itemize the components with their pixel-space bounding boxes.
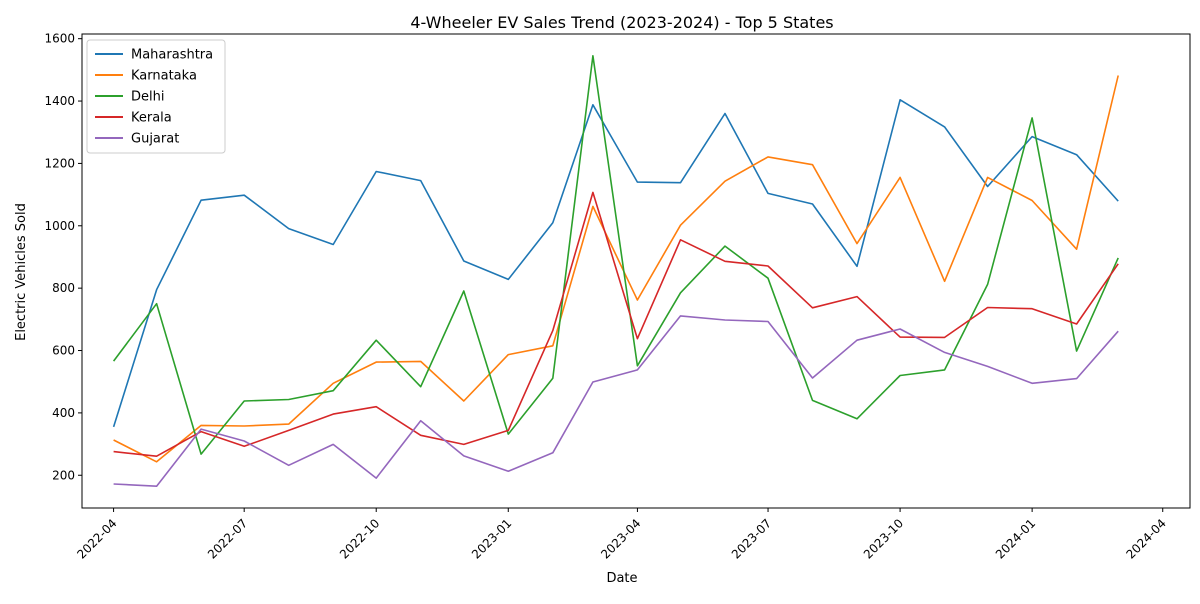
y-tick-label: 200 xyxy=(52,468,75,482)
y-tick-label: 1000 xyxy=(44,219,75,233)
x-tick-label: 2022-10 xyxy=(337,516,382,561)
x-tick-label: 2023-04 xyxy=(598,516,643,561)
legend-box xyxy=(86,39,226,154)
legend-label-maharashtra: Maharashtra xyxy=(131,48,213,63)
series-line-gujarat xyxy=(113,315,1119,488)
y-axis-label: Electric Vehicles Sold xyxy=(14,203,29,341)
legend-label-karnataka: Karnataka xyxy=(131,69,197,84)
x-tick-label: 2023-07 xyxy=(729,516,774,561)
y-tick-label: 400 xyxy=(52,406,75,420)
y-tick-label: 1200 xyxy=(44,156,75,170)
plot-frame xyxy=(81,33,1191,509)
legend-label-gujarat: Gujarat xyxy=(131,132,179,147)
series-line-karnataka xyxy=(113,75,1119,463)
y-tick-label: 800 xyxy=(52,281,75,295)
x-axis-label: Date xyxy=(606,571,637,586)
x-tick-label: 2024-01 xyxy=(993,516,1038,561)
y-tick-label: 1400 xyxy=(44,94,75,108)
x-tick-label: 2023-10 xyxy=(861,516,906,561)
series-line-kerala xyxy=(113,191,1119,458)
legend-label-kerala: Kerala xyxy=(131,111,172,126)
chart-title: 4-Wheeler EV Sales Trend (2023-2024) - T… xyxy=(410,13,833,32)
y-tick-label: 1600 xyxy=(44,32,75,46)
y-tick-label: 600 xyxy=(52,344,75,358)
series-line-delhi xyxy=(112,54,1119,455)
series-line-maharashtra xyxy=(112,99,1119,428)
legend-label-delhi: Delhi xyxy=(131,90,164,105)
x-tick-label: 2023-01 xyxy=(469,516,514,561)
x-tick-label: 2024-04 xyxy=(1123,516,1168,561)
x-tick-label: 2022-07 xyxy=(205,516,250,561)
x-tick-label: 2022-04 xyxy=(74,516,119,561)
legend: Maharashtra Karnataka Delhi Kerala Gujarat xyxy=(86,39,226,154)
